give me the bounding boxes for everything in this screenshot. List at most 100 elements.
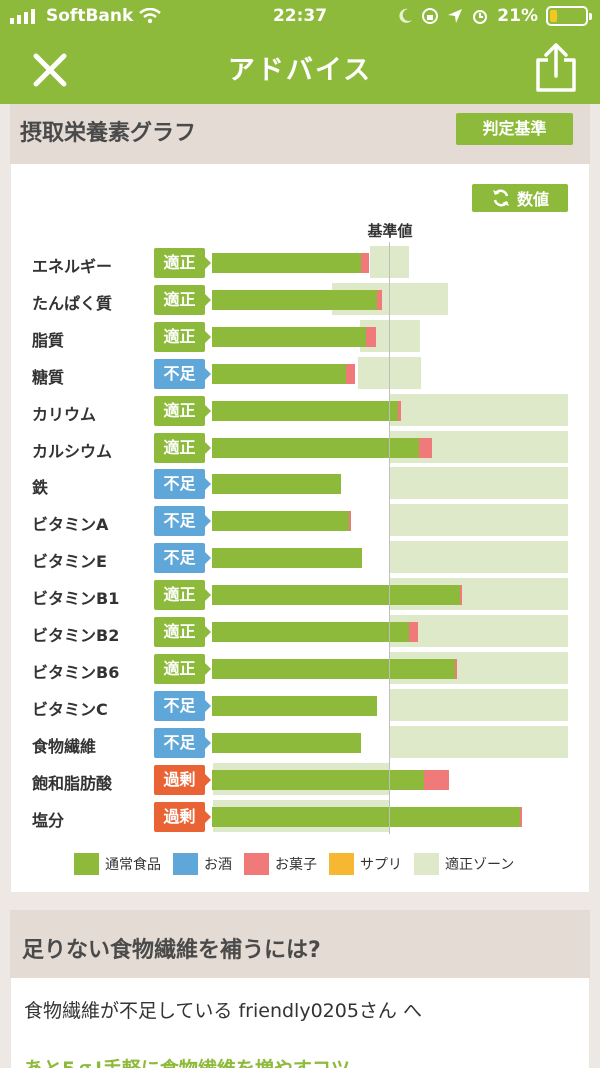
app-header: [0, 0, 600, 104]
status-badge: 不足: [154, 358, 211, 389]
nutrient-name: 塩分: [32, 810, 65, 830]
advice-message: 食物繊維が不足している friendly0205さん へ: [24, 1000, 422, 1022]
legend-label: 通常食品: [105, 857, 161, 873]
status-badge: 適正: [154, 432, 211, 463]
toggle-numbers-button[interactable]: 数値: [472, 184, 568, 212]
status-badge: 適正: [154, 580, 211, 611]
signal-icon: [10, 9, 35, 24]
normal-food-bar: [212, 806, 520, 827]
nutrient-row: 飽和脂肪酸 過剰: [0, 762, 600, 797]
nutrient-row: ビタミンB1 適正: [0, 578, 600, 612]
ok-zone: [390, 541, 568, 574]
moon-icon: [399, 8, 413, 23]
status-badge: 不足: [154, 727, 211, 758]
advice-subtitle[interactable]: あと5ｇ!手軽に食物繊維を増やすコツ: [24, 1054, 350, 1068]
carrier-name: SoftBank: [46, 6, 134, 26]
ok-zone: [390, 467, 568, 500]
status-badge: 適正: [154, 248, 211, 278]
normal-food-bar: [212, 474, 341, 495]
legend-item: 通常食品: [74, 853, 161, 875]
nutrient-name: ビタミンB1: [32, 589, 120, 609]
reference-value-label: 基準値: [367, 222, 413, 240]
normal-food-bar: [212, 289, 377, 310]
status-badge: 不足: [154, 469, 211, 500]
nutrient-name: 食物繊維: [32, 736, 97, 756]
nutrient-row: ビタミンB2 適正: [0, 615, 600, 649]
normal-food-bar: [212, 658, 455, 679]
nutrient-name: ビタミンA: [32, 515, 109, 535]
status-badge: 適正: [154, 617, 211, 647]
nutrient-row: ビタミンE 不足: [0, 541, 600, 575]
legend-label: 適正ゾーン: [445, 857, 515, 873]
status-badge: 不足: [154, 506, 211, 537]
nutrient-row: ビタミンA 不足: [0, 504, 600, 538]
share-icon[interactable]: [532, 42, 580, 94]
battery-icon: [546, 6, 592, 26]
status-badge: 適正: [154, 653, 211, 684]
nutrient-name: ビタミンB2: [32, 626, 120, 645]
nutrient-row: ビタミンC 不足: [0, 688, 600, 723]
normal-food-bar: [212, 363, 346, 384]
judge-criteria-button[interactable]: 判定基準: [456, 113, 573, 145]
battery-percent: 21%: [497, 6, 538, 26]
close-icon[interactable]: [30, 50, 70, 90]
nutrient-name: カルシウム: [32, 441, 113, 461]
nutrient-row: 糖質 不足: [0, 356, 600, 391]
ok-zone: [390, 504, 568, 537]
nutrient-row: 脂質 適正: [0, 319, 600, 354]
legend-item: お酒: [173, 853, 232, 875]
normal-food-bar: [212, 437, 419, 458]
rotation-lock-icon: [422, 8, 439, 24]
nutrient-row: 鉄 不足: [0, 467, 600, 501]
wifi-icon: [139, 8, 162, 24]
nutrient-row: カリウム 適正: [0, 393, 600, 428]
status-badge: 適正: [154, 284, 211, 315]
normal-food-bar: [212, 548, 362, 569]
normal-food-bar: [212, 253, 361, 273]
legend-label: お酒: [204, 857, 232, 873]
status-badge: 不足: [154, 690, 211, 721]
legend-label: サプリ: [360, 857, 402, 873]
normal-food-bar: [212, 622, 409, 642]
ok-zone: [390, 615, 568, 647]
normal-food-bar: [212, 400, 398, 421]
page-title: アドバイス: [227, 55, 373, 86]
legend-label: お菓子: [275, 857, 317, 873]
nutrient-name: ビタミンC: [32, 699, 108, 719]
normal-food-bar: [212, 695, 377, 716]
reference-line: [389, 242, 390, 834]
nutrient-name: たんぱく質: [32, 293, 113, 313]
nutrient-row: エネルギー 適正: [0, 246, 600, 280]
nutrient-name: ビタミンB6: [32, 662, 120, 682]
advice-section-header: [10, 910, 590, 978]
normal-food-bar: [212, 585, 460, 606]
status-badge: 適正: [154, 321, 211, 352]
status-badge: 不足: [154, 543, 211, 574]
alarm-icon: [473, 10, 488, 24]
nutrient-name: 鉄: [32, 478, 49, 498]
nutrient-row: たんぱく質 適正: [0, 282, 600, 317]
legend-item: 適正ゾーン: [414, 853, 514, 875]
normal-food-bar: [212, 732, 361, 753]
legend-item: サプリ: [329, 853, 402, 875]
refresh-icon: [492, 189, 509, 207]
advice-section-title: 足りない食物繊維を補うには?: [22, 938, 321, 963]
nutrient-row: 塩分 過剰: [0, 799, 600, 834]
status-badge: 過剰: [154, 801, 211, 832]
nutrient-row: カルシウム 適正: [0, 430, 600, 465]
ok-zone: [390, 393, 568, 426]
nutrient-name: 糖質: [32, 367, 65, 387]
nutrient-name: カリウム: [32, 404, 97, 424]
legend-item: お菓子: [244, 853, 317, 875]
status-badge: 過剰: [154, 764, 211, 795]
location-icon: [448, 9, 463, 23]
nutrient-name: 脂質: [32, 330, 65, 350]
graph-section-title: 摂取栄養素グラフ: [20, 121, 197, 146]
chart-legend: 通常食品 お酒 お菓子 サプリ 適正ゾーン: [74, 853, 526, 875]
advice-card[interactable]: [11, 978, 589, 1068]
nutrient-name: 飽和脂肪酸: [32, 773, 113, 793]
nutrient-name: ビタミンE: [32, 552, 107, 572]
status-badge: 適正: [154, 395, 211, 426]
nutrient-row: 食物繊維 不足: [0, 725, 600, 760]
nutrient-name: エネルギー: [32, 257, 113, 276]
